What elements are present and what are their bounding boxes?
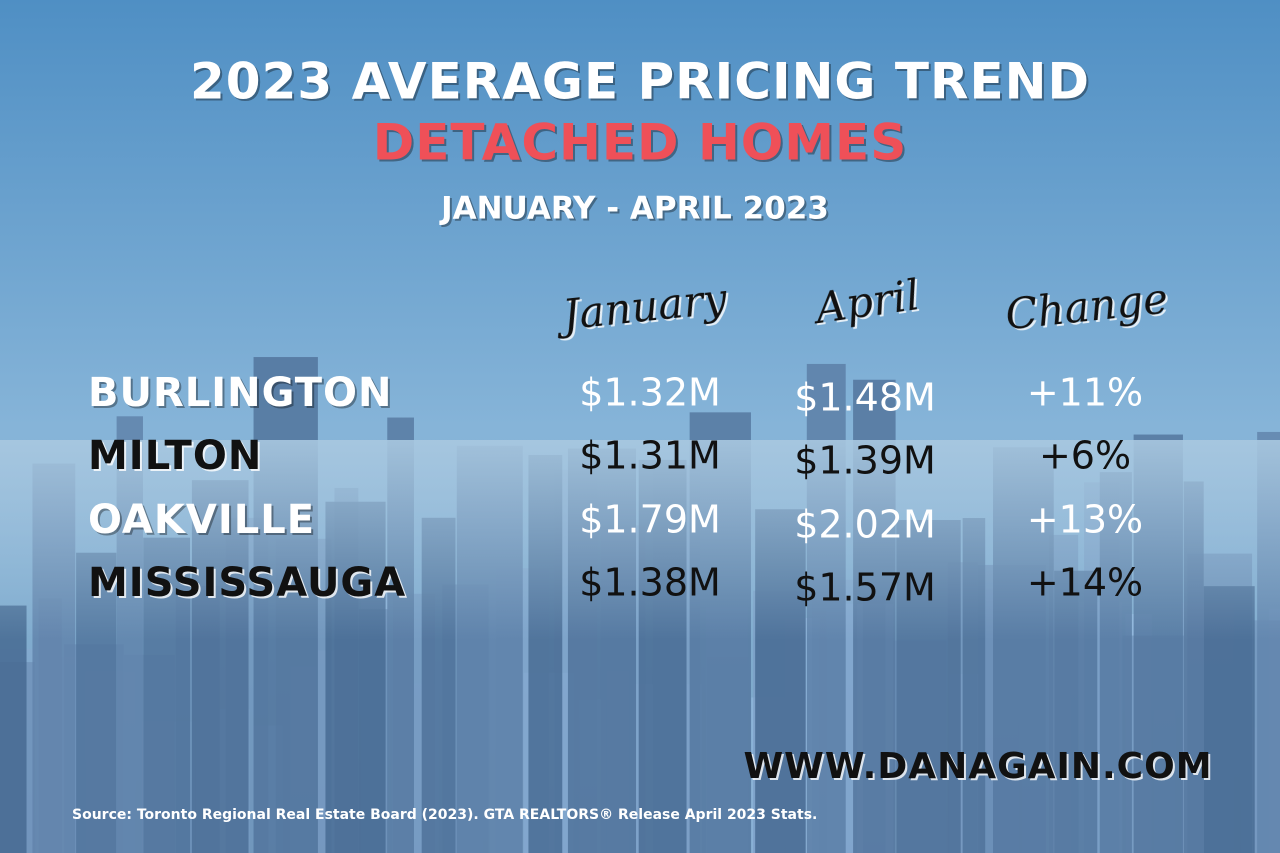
price-cell: +14% [1027, 561, 1143, 605]
price-cell: +6% [1039, 434, 1131, 478]
price-cell: $1.38M [579, 561, 721, 605]
price-cell: $2.02M [794, 503, 936, 547]
price-cell: +11% [1027, 371, 1143, 415]
subtitle: DETACHED HOMES [373, 114, 907, 172]
haze [0, 440, 1280, 640]
city-name: BURLINGTON [88, 370, 393, 416]
price-cell: $1.32M [579, 371, 721, 415]
price-cell: +13% [1027, 498, 1143, 542]
price-cell: $1.79M [579, 498, 721, 542]
price-cell: $1.31M [579, 434, 721, 478]
city-name: MILTON [88, 433, 262, 479]
source: Source: Toronto Regional Real Estate Boa… [72, 807, 817, 823]
title: 2023 AVERAGE PRICING TREND [190, 53, 1090, 111]
price-cell: $1.39M [794, 439, 936, 483]
price-cell: $1.48M [794, 376, 936, 420]
period: JANUARY - APRIL 2023 [439, 191, 829, 227]
city-name: MISSISSAUGA [88, 560, 406, 606]
building [0, 605, 27, 853]
city-name: OAKVILLE [88, 497, 315, 543]
price-cell: $1.57M [794, 566, 936, 610]
website: WWW.DANAGAIN.COM [743, 746, 1212, 787]
